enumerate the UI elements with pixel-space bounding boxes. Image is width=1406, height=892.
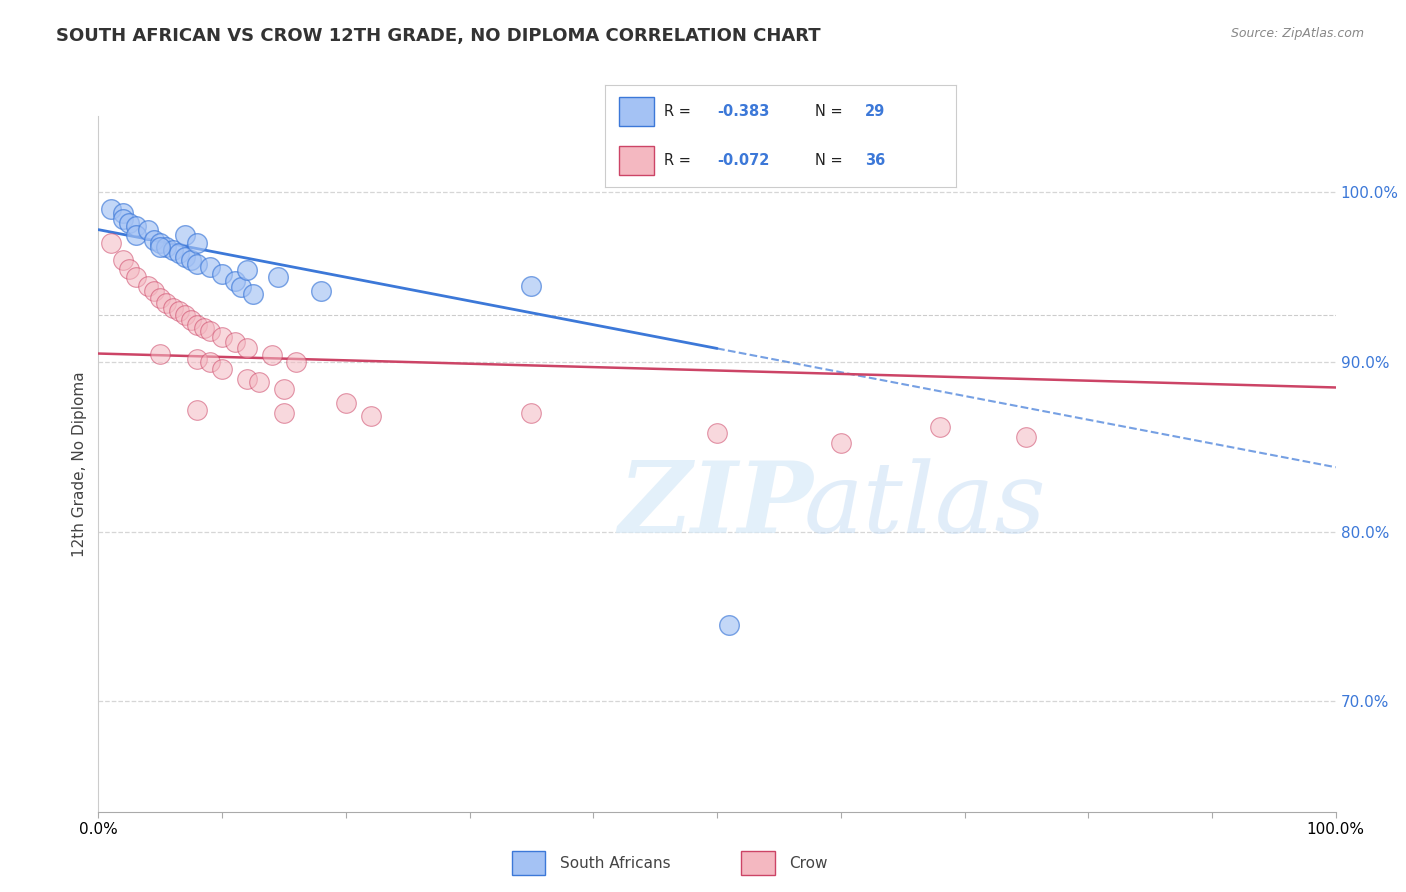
Point <box>149 291 172 305</box>
Point <box>273 382 295 396</box>
Point <box>167 246 190 260</box>
Point <box>136 222 159 236</box>
Point <box>224 274 246 288</box>
Point <box>100 236 122 251</box>
Point <box>360 409 382 424</box>
Point <box>236 342 259 356</box>
Point <box>174 308 197 322</box>
Point <box>124 219 146 234</box>
Point <box>180 312 202 326</box>
Point <box>273 406 295 420</box>
Text: 29: 29 <box>865 103 884 119</box>
Point <box>100 202 122 217</box>
Point <box>118 216 141 230</box>
Point <box>260 348 283 362</box>
Text: Source: ZipAtlas.com: Source: ZipAtlas.com <box>1230 27 1364 40</box>
Point <box>236 372 259 386</box>
Point <box>112 212 135 227</box>
Point <box>193 321 215 335</box>
Point <box>143 233 166 247</box>
Point <box>236 263 259 277</box>
Point <box>124 227 146 242</box>
Point <box>174 250 197 264</box>
Point <box>149 346 172 360</box>
Text: R =: R = <box>665 153 692 169</box>
Point <box>198 355 221 369</box>
Point <box>186 351 208 366</box>
Point <box>229 280 252 294</box>
Point <box>118 261 141 276</box>
Bar <box>741 851 775 875</box>
Point <box>180 253 202 268</box>
Point <box>211 361 233 376</box>
Point <box>211 267 233 281</box>
Point <box>242 287 264 301</box>
Point <box>285 355 308 369</box>
Point <box>149 236 172 251</box>
Text: -0.072: -0.072 <box>717 153 769 169</box>
Text: Crow: Crow <box>789 855 828 871</box>
Point <box>167 304 190 318</box>
Point <box>198 325 221 339</box>
Point <box>1015 430 1038 444</box>
Point <box>224 334 246 349</box>
Point <box>162 243 184 257</box>
Text: R =: R = <box>665 103 692 119</box>
Point <box>143 284 166 298</box>
Point <box>706 426 728 441</box>
Text: 36: 36 <box>865 153 884 169</box>
Point <box>149 239 172 253</box>
Point <box>198 260 221 274</box>
Text: SOUTH AFRICAN VS CROW 12TH GRADE, NO DIPLOMA CORRELATION CHART: SOUTH AFRICAN VS CROW 12TH GRADE, NO DIP… <box>56 27 821 45</box>
Bar <box>512 851 546 875</box>
Point <box>520 278 543 293</box>
Point <box>335 396 357 410</box>
Point <box>162 301 184 315</box>
Point <box>124 270 146 285</box>
Point <box>309 284 332 298</box>
Point <box>247 376 270 390</box>
Point <box>186 402 208 417</box>
Point <box>186 318 208 332</box>
Text: N =: N = <box>815 153 844 169</box>
Point <box>186 257 208 271</box>
Point <box>112 253 135 268</box>
Text: ZIP: ZIP <box>619 458 813 554</box>
Bar <box>619 97 654 126</box>
Point <box>718 618 741 632</box>
Point <box>112 205 135 219</box>
Text: South Africans: South Africans <box>560 855 671 871</box>
Text: atlas: atlas <box>804 458 1046 553</box>
Point <box>186 236 208 251</box>
Text: -0.383: -0.383 <box>717 103 769 119</box>
Point <box>520 406 543 420</box>
Point <box>211 329 233 343</box>
Bar <box>619 146 654 175</box>
Point <box>136 278 159 293</box>
Y-axis label: 12th Grade, No Diploma: 12th Grade, No Diploma <box>72 371 87 557</box>
Point <box>830 436 852 450</box>
Point <box>174 227 197 242</box>
Text: N =: N = <box>815 103 844 119</box>
Point <box>155 239 177 253</box>
Point <box>928 419 950 434</box>
Point <box>267 270 290 285</box>
Point <box>155 295 177 310</box>
